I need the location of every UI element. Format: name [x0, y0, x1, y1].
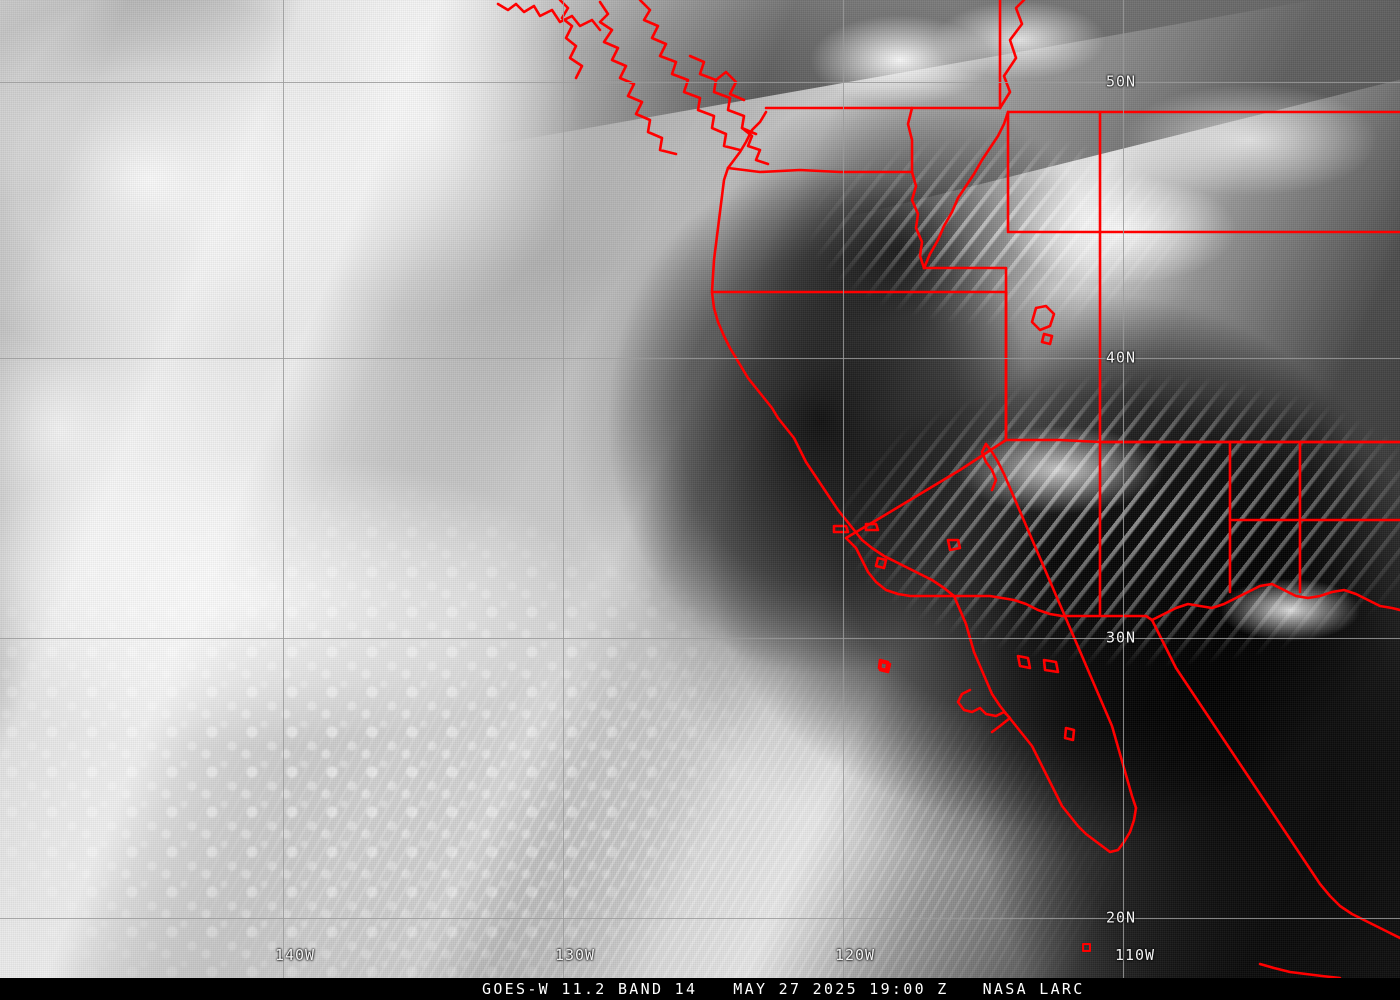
caption-source: NASA LARC	[982, 979, 1085, 998]
sensor-grain-noise	[0, 0, 1400, 978]
caption-bar: GOES-W 11.2 BAND 14 MAY 27 2025 19:00 Z …	[0, 978, 1400, 1000]
satellite-raster: 50N 40N 30N 20N 140W 130W 120W 110W	[0, 0, 1400, 978]
caption-datetime: MAY 27 2025 19:00 Z	[733, 979, 949, 998]
caption-satellite: GOES-W 11.2 BAND 14	[482, 979, 698, 998]
